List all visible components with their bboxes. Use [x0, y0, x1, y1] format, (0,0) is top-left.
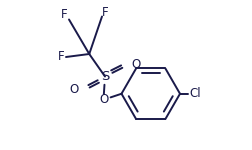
Text: Cl: Cl	[189, 87, 201, 100]
Text: F: F	[61, 9, 68, 21]
Text: O: O	[70, 83, 79, 96]
Text: S: S	[101, 70, 109, 83]
Text: F: F	[102, 6, 108, 18]
Text: O: O	[99, 93, 108, 106]
Text: F: F	[58, 51, 65, 63]
Text: O: O	[132, 58, 141, 71]
